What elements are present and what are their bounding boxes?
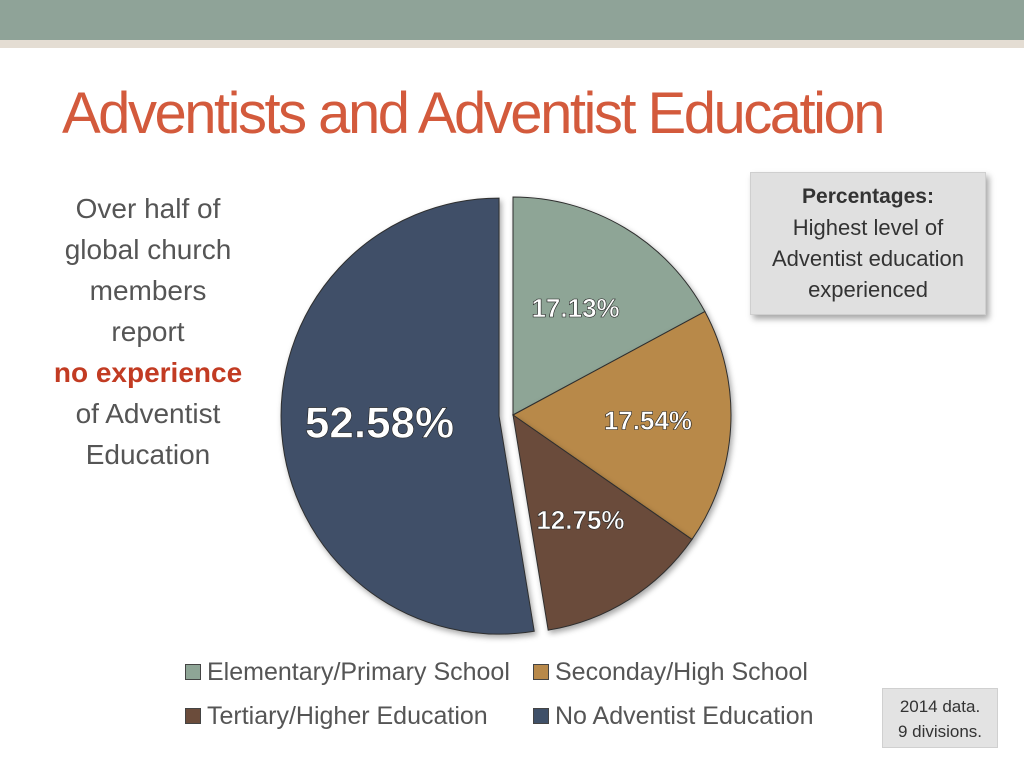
legend-swatch-elementary bbox=[185, 664, 201, 680]
legend-row: Elementary/Primary School Seconday/High … bbox=[185, 650, 845, 694]
data-label-no-education: 52.58% bbox=[305, 398, 454, 447]
top-banner bbox=[0, 0, 1024, 40]
side-caption-line: global church bbox=[64, 234, 232, 265]
legend-item-elementary: Elementary/Primary School bbox=[185, 658, 533, 687]
pie-slice-tertiary bbox=[512, 413, 693, 631]
side-caption-line: of Adventist bbox=[75, 398, 221, 429]
info-box-line: Highest level of bbox=[792, 215, 944, 240]
legend-swatch-tertiary bbox=[185, 708, 201, 724]
legend-item-no-education: No Adventist Education bbox=[533, 702, 814, 731]
info-box-heading: Percentages: bbox=[802, 185, 934, 208]
info-box-line: Adventist education bbox=[771, 246, 965, 271]
data-note-box: 2014 data. 9 divisions. bbox=[882, 688, 998, 748]
side-caption-line: Education bbox=[85, 439, 211, 470]
side-caption-emphasis: no experience bbox=[53, 357, 243, 388]
data-label-tertiary: 12.75% bbox=[536, 505, 624, 535]
side-caption-line: members bbox=[89, 275, 207, 306]
slide-title: Adventists and Adventist Education bbox=[62, 81, 886, 146]
data-label-secondary: 17.54% bbox=[604, 406, 692, 436]
pie-slice-secondary bbox=[512, 310, 732, 541]
percentages-info-box: Percentages: Highest level of Adventist … bbox=[750, 172, 986, 315]
legend-item-secondary: Seconday/High School bbox=[533, 658, 808, 687]
side-caption-line: report bbox=[111, 316, 185, 347]
data-label-elementary: 17.13% bbox=[531, 293, 619, 323]
pie-chart: 17.13% 17.54% 12.75% 52.58% bbox=[280, 196, 732, 635]
pie-slice-no-education bbox=[280, 197, 535, 635]
legend-label-tertiary: Tertiary/Higher Education bbox=[207, 701, 488, 730]
chart-legend: Elementary/Primary School Seconday/High … bbox=[185, 650, 845, 738]
legend-item-tertiary: Tertiary/Higher Education bbox=[185, 702, 533, 731]
info-box-line: experienced bbox=[808, 277, 928, 302]
legend-label-no-education: No Adventist Education bbox=[555, 701, 814, 730]
side-caption-line: Over half of bbox=[75, 193, 221, 224]
data-note-line: 2014 data. bbox=[899, 697, 981, 716]
legend-label-elementary: Elementary/Primary School bbox=[207, 657, 510, 686]
legend-row: Tertiary/Higher Education No Adventist E… bbox=[185, 694, 845, 738]
legend-label-secondary: Seconday/High School bbox=[555, 657, 808, 686]
pie-slice-elementary bbox=[512, 196, 706, 416]
top-divider bbox=[0, 40, 1024, 48]
legend-swatch-no-education bbox=[533, 708, 549, 724]
legend-swatch-secondary bbox=[533, 664, 549, 680]
side-caption: Over half of global church members repor… bbox=[28, 188, 268, 475]
data-note-line: 9 divisions. bbox=[897, 722, 983, 741]
